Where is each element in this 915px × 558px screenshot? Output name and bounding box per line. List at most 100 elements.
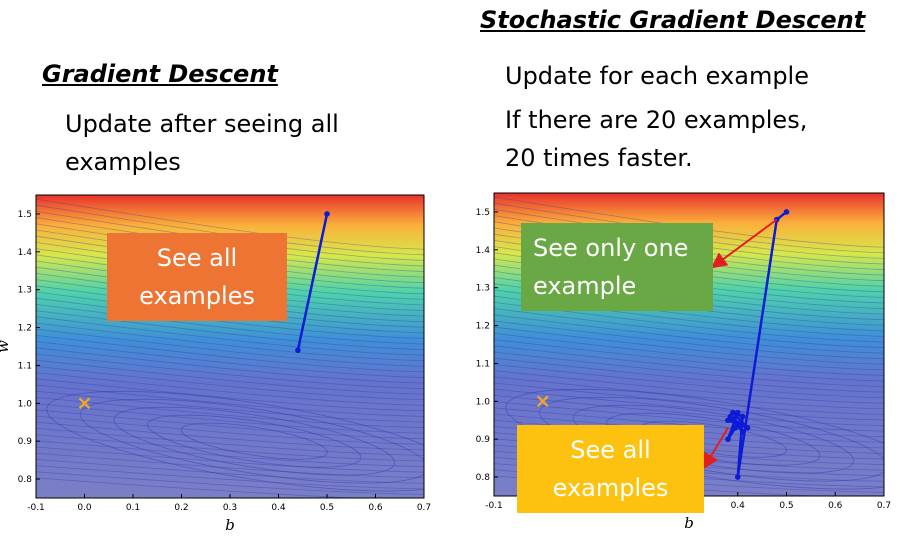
target-marker xyxy=(536,395,549,408)
contour-ellipse xyxy=(46,390,424,492)
y-tick-label: 0.8 xyxy=(476,473,491,483)
x-tick-label: 0.5 xyxy=(779,501,793,511)
contour-line xyxy=(36,477,366,498)
contour-line xyxy=(494,308,884,348)
contour-line xyxy=(494,364,884,399)
contour-ellipse xyxy=(147,414,362,468)
contour-ellipse xyxy=(505,388,884,490)
contour-line xyxy=(494,376,884,410)
right-see-one-callout: See only one example xyxy=(521,223,713,311)
contour-line xyxy=(36,378,424,412)
contour-line xyxy=(36,409,424,440)
contour-line xyxy=(36,372,424,406)
x-tick-label: -0.1 xyxy=(485,501,503,511)
right-see-all-callout: See all examples xyxy=(517,425,704,513)
contour-line xyxy=(36,359,424,395)
descent-point xyxy=(739,413,746,420)
x-tick-label: 0.3 xyxy=(223,503,237,513)
y-tick-label: 1.4 xyxy=(476,246,491,256)
x-tick-label: 0.7 xyxy=(417,503,431,513)
contour-line xyxy=(494,333,884,371)
contour-line xyxy=(36,328,424,367)
contour-line xyxy=(494,314,884,354)
contour-line xyxy=(36,310,424,350)
y-tick-label: 1.3 xyxy=(18,286,32,296)
contour-line xyxy=(36,434,424,462)
left-title: Gradient Descent xyxy=(42,60,278,88)
contour-line xyxy=(36,297,424,339)
y-tick-label: 1.5 xyxy=(18,210,32,220)
y-tick-label: 1.1 xyxy=(18,361,32,371)
descent-point xyxy=(725,436,731,442)
contour-ellipse xyxy=(113,406,395,476)
y-tick-label: 1.4 xyxy=(18,248,33,258)
left-see-all-callout: See all examples xyxy=(107,233,287,321)
right-callout-top-line2: example xyxy=(533,272,637,300)
descent-point xyxy=(734,474,741,480)
y-tick-label: 1.0 xyxy=(18,399,33,409)
contour-ellipse xyxy=(180,422,328,460)
descent-path xyxy=(296,213,329,351)
y-tick-label: 1.0 xyxy=(476,397,491,407)
contour-line xyxy=(36,403,424,434)
contour-line xyxy=(36,198,424,250)
contour-line xyxy=(36,347,424,384)
right-description-line1: Update for each example xyxy=(505,62,809,90)
right-callout-bottom-line1: See all xyxy=(570,436,651,464)
contour-line xyxy=(36,421,424,451)
contour-line xyxy=(36,465,424,490)
contour-line xyxy=(36,390,424,423)
x-tick-label: 0.2 xyxy=(174,503,188,513)
descent-point xyxy=(730,417,736,424)
contour-line xyxy=(494,370,884,404)
contour-line xyxy=(36,471,424,495)
contour-line xyxy=(494,401,884,432)
y-tick-label: 0.9 xyxy=(18,437,33,447)
contour-line xyxy=(36,397,424,428)
descent-point xyxy=(783,209,790,215)
contour-line xyxy=(494,339,884,376)
x-tick-label: 0.1 xyxy=(126,503,140,513)
descent-point xyxy=(732,425,739,431)
y-tick-label: 0.9 xyxy=(476,435,491,445)
descent-point xyxy=(324,211,330,217)
contour-line xyxy=(36,428,424,456)
contour-line xyxy=(494,395,884,426)
y-tick-label: 1.3 xyxy=(476,284,490,294)
y-tick-label: 1.2 xyxy=(476,322,490,332)
contour-line xyxy=(36,440,424,467)
target-marker xyxy=(78,397,91,410)
contour-line xyxy=(36,446,424,473)
x-tick-label: -0.1 xyxy=(27,503,45,513)
right-title: Stochastic Gradient Descent xyxy=(480,6,866,34)
contour-line xyxy=(36,366,424,401)
contour-line xyxy=(494,407,884,438)
x-axis-label: b xyxy=(225,516,235,534)
y-tick-label: 0.8 xyxy=(18,475,33,485)
right-callout-bottom-line2: examples xyxy=(552,474,669,502)
x-tick-label: 0.6 xyxy=(828,501,843,511)
contour-line xyxy=(36,335,424,373)
arrow-to-one-example xyxy=(710,218,778,269)
contour-line xyxy=(494,388,884,421)
y-tick-label: 1.5 xyxy=(476,208,490,218)
right-description-line2: If there are 20 examples, xyxy=(505,106,808,134)
y-tick-label: 1.2 xyxy=(18,324,32,334)
contour-line xyxy=(494,382,884,415)
contour-line xyxy=(36,459,424,484)
left-description-line2: examples xyxy=(65,148,181,176)
y-axis-label: w xyxy=(0,340,12,353)
contour-line xyxy=(36,384,424,417)
x-tick-label: 0.7 xyxy=(877,501,891,511)
right-description-line3: 20 times faster. xyxy=(505,144,693,172)
descent-point xyxy=(737,421,743,427)
x-tick-label: 0.4 xyxy=(731,501,746,511)
x-tick-label: 0.4 xyxy=(271,503,286,513)
x-axis-label: b xyxy=(684,514,694,532)
contour-line xyxy=(494,320,884,360)
contour-line xyxy=(494,413,884,443)
contour-line xyxy=(36,304,424,345)
left-callout-line2: examples xyxy=(139,282,255,310)
descent-point xyxy=(295,347,301,354)
right-callout-top-line1: See only one xyxy=(533,234,689,262)
